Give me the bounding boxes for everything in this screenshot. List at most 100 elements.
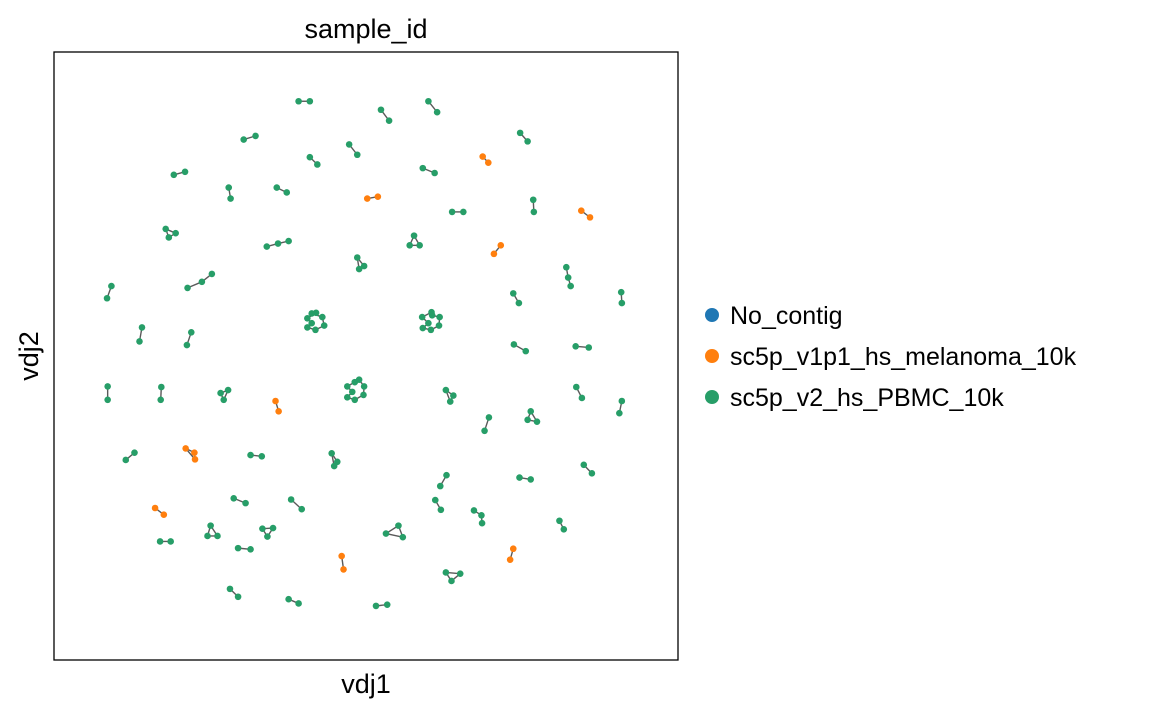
data-point (328, 449, 335, 457)
data-point (165, 234, 173, 241)
data-point (104, 383, 111, 390)
data-point (285, 237, 292, 245)
data-point (470, 507, 478, 514)
data-point (295, 600, 302, 607)
data-point (572, 342, 579, 350)
data-point (263, 243, 271, 250)
data-point (314, 161, 321, 168)
data-point (355, 265, 363, 273)
data-point (618, 299, 626, 307)
data-point (295, 97, 302, 105)
legend-label: sc5p_v2_hs_PBMC_10k (730, 384, 1004, 412)
data-point (481, 427, 488, 435)
data-point (418, 313, 426, 321)
data-point (312, 326, 319, 334)
point-layer (103, 97, 626, 610)
legend-label: No_contig (730, 302, 843, 330)
data-point (516, 129, 524, 137)
data-point (437, 506, 445, 514)
data-point (377, 106, 385, 114)
data-point (578, 394, 586, 402)
data-point (227, 195, 234, 202)
data-point (181, 168, 189, 176)
data-point (478, 519, 486, 527)
data-point (360, 391, 367, 399)
data-point (240, 136, 247, 143)
legend-label: sc5p_v1p1_hs_melanoma_10k (730, 343, 1077, 371)
data-point (308, 319, 316, 327)
data-point (395, 522, 402, 529)
data-point (167, 538, 174, 545)
data-point (485, 159, 492, 166)
data-point (616, 409, 623, 417)
data-point (183, 341, 191, 349)
data-point (383, 601, 391, 608)
data-point (108, 282, 115, 290)
data-point (425, 97, 432, 105)
data-point (308, 310, 316, 317)
data-point (416, 242, 423, 249)
data-point (506, 556, 514, 563)
data-point (136, 338, 143, 345)
data-point (343, 383, 351, 390)
data-point (585, 344, 593, 351)
data-point (131, 449, 138, 456)
data-point (283, 189, 291, 196)
data-point (304, 324, 311, 331)
data-point (431, 169, 438, 177)
data-point (524, 138, 531, 145)
data-point (419, 164, 427, 172)
legend-marker (705, 308, 719, 322)
data-point (191, 456, 199, 463)
data-point (319, 313, 326, 321)
data-point (306, 97, 314, 105)
data-point (187, 328, 195, 336)
data-point (234, 544, 242, 552)
data-point (345, 141, 353, 148)
data-point (214, 532, 221, 540)
data-point (580, 461, 588, 469)
data-point (353, 151, 361, 159)
data-point (431, 496, 439, 504)
data-point (510, 341, 518, 348)
data-point (234, 593, 242, 601)
data-point (285, 595, 292, 603)
data-point (343, 394, 351, 401)
data-point (242, 499, 249, 507)
data-point (529, 196, 537, 204)
data-point (122, 456, 130, 464)
data-point (330, 462, 338, 470)
data-point (351, 396, 359, 404)
data-point (533, 418, 541, 425)
data-point (428, 311, 436, 319)
data-point (433, 108, 441, 116)
data-point (478, 511, 485, 519)
data-point (588, 470, 596, 477)
data-point (220, 396, 228, 404)
data-point (156, 538, 164, 545)
data-point (442, 386, 450, 394)
data-point (226, 585, 234, 593)
data-point (456, 570, 464, 577)
data-point (586, 214, 594, 221)
edge-layer (106, 100, 623, 607)
data-point (617, 288, 625, 296)
data-point (208, 270, 216, 278)
x-axis-label: vdj1 (341, 669, 391, 699)
data-point (435, 322, 443, 329)
data-point (479, 153, 486, 160)
data-point (151, 504, 159, 512)
legend: No_contig sc5p_v1p1_hs_melanoma_10k sc5p_v… (705, 302, 1077, 412)
data-point (436, 313, 443, 321)
data-point (460, 208, 467, 216)
data-point (170, 171, 178, 179)
data-point (509, 290, 517, 297)
data-point (567, 282, 574, 290)
data-point (436, 482, 444, 490)
data-point (259, 525, 266, 532)
data-point (399, 533, 407, 541)
data-point (527, 408, 535, 415)
data-point (406, 242, 413, 249)
data-point (158, 383, 165, 391)
